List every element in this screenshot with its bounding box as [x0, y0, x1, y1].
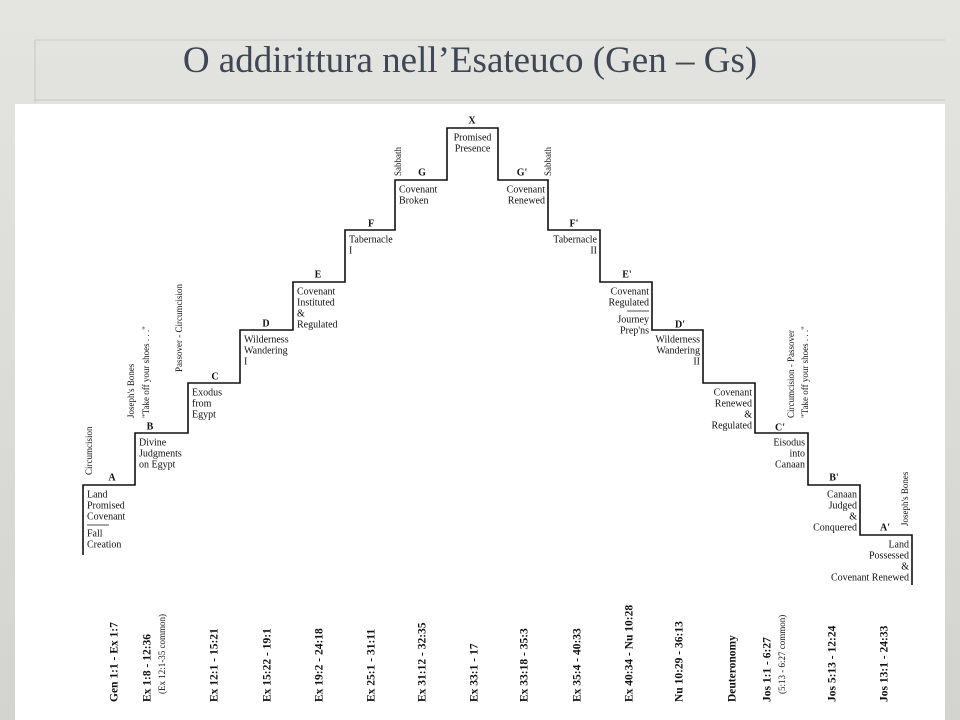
step-letter: A: [108, 472, 116, 483]
step-letter: D: [262, 318, 269, 329]
step-label: Broken: [399, 195, 428, 206]
step-label: &: [297, 308, 305, 319]
step-letter: G': [517, 167, 528, 178]
step-letter: B: [147, 421, 154, 432]
reference: Ex 1:8 - 12:36: [142, 634, 154, 702]
step-label: Regulated: [711, 420, 752, 431]
step-label: Canaan: [827, 489, 857, 500]
step-label: Presence: [455, 143, 491, 154]
reference: Jos 1:1 - 6:27: [762, 637, 774, 702]
step-letter: E: [315, 269, 322, 280]
step-label: Renewed: [715, 398, 752, 409]
step-label: &: [849, 511, 857, 522]
side-note: "Take off your shoes . . .": [800, 326, 810, 418]
side-note: Joseph's Bones: [900, 471, 910, 526]
reference: Nu 10:29 - 36:13: [674, 621, 686, 702]
step-label: Creation: [87, 539, 121, 550]
step-label: Eisodus: [773, 437, 805, 448]
step-label: Tabernacle: [349, 234, 393, 245]
step-letter: X: [468, 115, 476, 126]
step-label: Conquered: [813, 522, 857, 533]
step-letter: F: [368, 218, 374, 229]
step-label: Canaan: [775, 459, 805, 470]
reference: Ex 40:34 - Nu 10:28: [624, 605, 636, 702]
staircase-diagram: ALandPromisedCovenantFallCreationCircumc…: [82, 115, 913, 702]
step-label: Covenant: [714, 387, 753, 398]
reference: Ex 31:12 - 32:35: [417, 622, 429, 702]
reference: Deuteronomy: [727, 635, 739, 702]
step-letter: F': [570, 218, 579, 229]
step-letter: G: [418, 167, 426, 178]
step-label: II: [693, 356, 700, 367]
step-label: Judged: [829, 500, 857, 511]
reference: Ex 33:18 - 35:3: [519, 628, 531, 702]
step-label: Promised: [87, 500, 125, 511]
step-label: I: [349, 245, 352, 256]
side-note: Circumcision - Passover: [786, 330, 796, 418]
step-label: into: [789, 448, 805, 459]
step-label: Judgments: [139, 448, 182, 459]
step-label: Covenant Renewed: [831, 572, 909, 583]
step-label: Divine: [139, 437, 167, 448]
step-label: Covenant: [87, 511, 126, 522]
step-label: Covenant: [611, 286, 650, 297]
step-label: Wilderness: [244, 334, 289, 345]
slide-title: O addirittura nell’Esateuco (Gen – Gs): [183, 40, 757, 81]
step-label: II: [590, 245, 597, 256]
staircase-line: [82, 127, 913, 585]
reference-note: (Ex 12:1-35 common): [157, 614, 167, 694]
step-label: Regulated: [608, 297, 649, 308]
reference: Ex 35:4 - 40:33: [572, 628, 584, 702]
step-label: &: [901, 561, 909, 572]
step-label: Promised: [454, 132, 492, 143]
step-label: Land: [888, 539, 909, 550]
step-letter: C: [211, 371, 218, 382]
step-label: Regulated: [297, 319, 338, 330]
reference: Ex 33:1 - 17: [469, 643, 481, 702]
side-note: Joseph's Bones: [126, 363, 136, 418]
step-label: on Egypt: [139, 459, 176, 470]
step-label: Egypt: [192, 409, 216, 420]
side-note: Passover - Circumcision: [174, 284, 184, 372]
step-label: Land: [87, 489, 108, 500]
step-label: Prep'ns: [620, 325, 649, 336]
step-label: Renewed: [508, 195, 545, 206]
reference: Ex 12:1 - 15:21: [209, 628, 221, 702]
step-letter: E': [622, 269, 632, 280]
step-label: I: [244, 356, 247, 367]
step-letter: C': [775, 422, 785, 433]
step-label: Tabernacle: [553, 234, 597, 245]
reference-note: (5:13 - 6:27 common): [777, 615, 787, 694]
reference: Ex 15:22 - 19:1: [262, 628, 274, 702]
step-letter: D': [675, 319, 685, 330]
side-note: Circumcision: [84, 426, 94, 475]
side-note: Sabbath: [393, 147, 403, 176]
step-letter: B': [829, 472, 839, 483]
step-label: Wilderness: [655, 334, 700, 345]
step-label: Possessed: [869, 550, 909, 561]
reference: Ex 25:1 - 31:11: [366, 629, 378, 702]
step-letter: A': [880, 522, 890, 533]
step-label: Instituted: [297, 297, 335, 308]
diagram-image: [15, 104, 945, 720]
step-label: Journey: [617, 314, 649, 325]
step-label: Wandering: [244, 345, 288, 356]
step-label: Covenant: [297, 286, 336, 297]
side-note: Sabbath: [543, 147, 553, 176]
step-label: &: [744, 409, 752, 420]
step-label: from: [192, 398, 212, 409]
step-label: Exodus: [192, 387, 222, 398]
step-label: Fall: [87, 528, 103, 539]
step-label: Covenant: [399, 184, 438, 195]
step-label: Covenant: [507, 184, 546, 195]
step-label: Wandering: [656, 345, 700, 356]
reference: Gen 1:1 - Ex 1:7: [109, 622, 121, 702]
side-note: "Take off your shoes . . .": [141, 326, 151, 418]
reference: Jos 5:13 - 12:24: [827, 625, 839, 702]
reference: Jos 13:1 - 24:33: [879, 625, 891, 702]
reference: Ex 19:2 - 24:18: [314, 628, 326, 702]
